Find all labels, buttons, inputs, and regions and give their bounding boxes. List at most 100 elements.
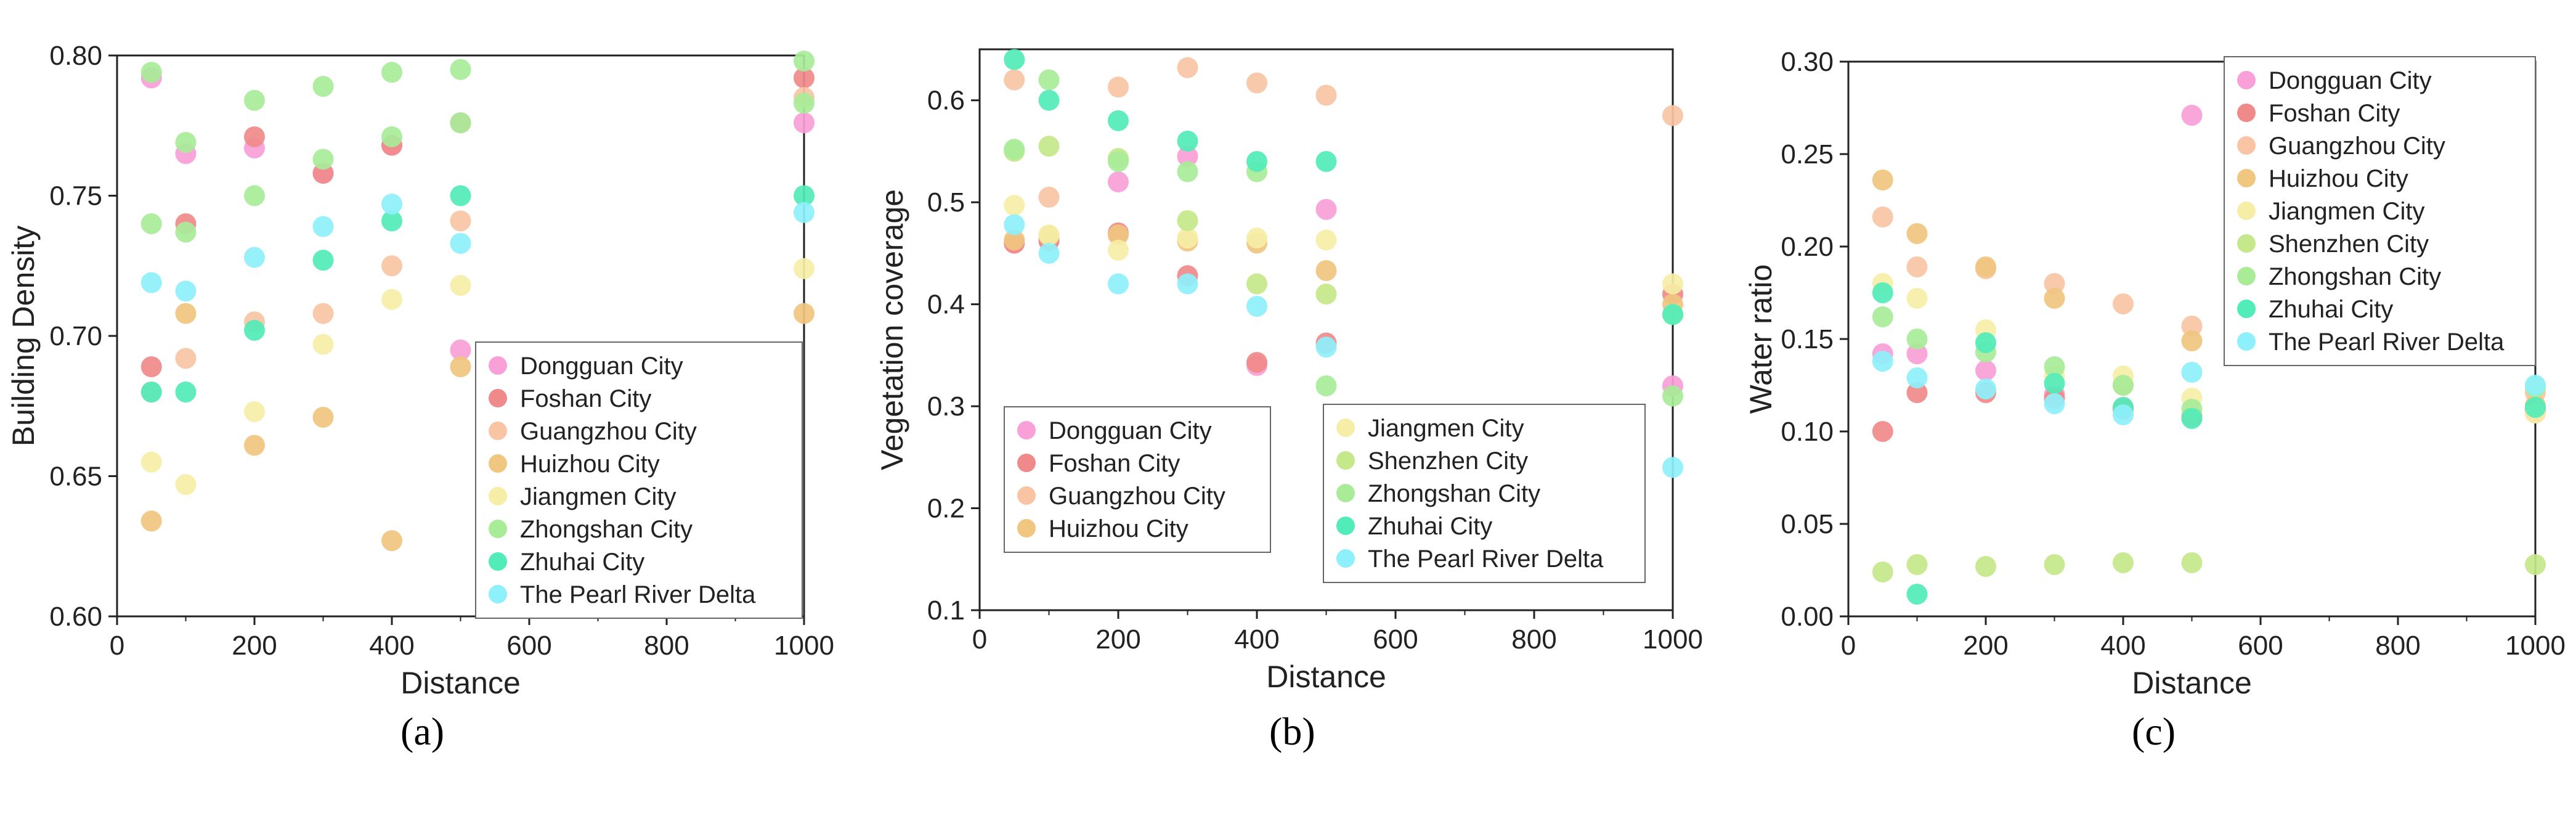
legend: Dongguan City Foshan City Guangzhou City Hu…	[1004, 404, 1646, 583]
legend-label: The Pearl River Delta	[520, 581, 756, 608]
data-point	[1906, 343, 1928, 364]
y-tick-label: 0.4	[927, 290, 965, 320]
data-point	[1108, 224, 1129, 246]
x-tick-label: 600	[2238, 631, 2283, 661]
data-point	[1906, 329, 1928, 349]
data-point	[794, 112, 815, 134]
x-tick-label: 800	[2375, 631, 2420, 661]
legend-marker	[2237, 267, 2256, 285]
x-tick-label: 400	[369, 631, 414, 661]
data-point	[312, 333, 334, 355]
data-point	[450, 59, 471, 80]
x-tick-label: 0	[1841, 631, 1856, 661]
data-point	[312, 216, 334, 237]
data-point	[244, 89, 265, 111]
data-point	[140, 213, 162, 234]
caption-a: (a)	[400, 709, 444, 754]
data-point	[2525, 375, 2546, 396]
data-point	[381, 62, 402, 83]
data-point	[140, 356, 162, 378]
series-guangzhou-city	[1004, 57, 1683, 208]
data-point	[1108, 171, 1129, 193]
legend-marker	[2237, 332, 2256, 351]
legend-marker	[1336, 419, 1355, 437]
data-point	[1315, 284, 1337, 305]
legend-label: Zhuhai City	[2269, 296, 2393, 323]
data-point	[1177, 161, 1198, 182]
x-tick-label: 800	[1511, 624, 1556, 655]
legend-label: Huizhou City	[520, 451, 660, 478]
data-point	[1872, 421, 1893, 442]
data-point	[2525, 397, 2546, 418]
legend-label: Zhongshan City	[2269, 263, 2441, 290]
legend: Dongguan City Foshan City Guangzhou City Hu…	[2224, 56, 2536, 366]
data-point	[1004, 49, 1025, 70]
legend-label: The Pearl River Delta	[2269, 329, 2505, 356]
data-point	[1004, 229, 1025, 251]
y-tick-label: 0.25	[1781, 139, 1834, 170]
data-point	[244, 185, 265, 206]
caption-b-text: (b)	[1269, 709, 1315, 753]
legend-label: Dongguan City	[1049, 417, 1212, 444]
data-point	[312, 76, 334, 97]
y-tick-label: 0.65	[49, 462, 102, 492]
data-point	[175, 474, 197, 496]
x-axis-label: Distance	[400, 666, 521, 700]
data-point	[1108, 151, 1129, 172]
data-point	[312, 250, 334, 271]
data-point	[450, 339, 471, 361]
data-point	[450, 185, 471, 206]
data-point	[175, 280, 197, 302]
chart-c: 0 200 400 600 800 1000 0.00 0.05 0.10 0.15 0.20 0.2…	[1744, 47, 2566, 700]
legend-marker	[2237, 136, 2256, 155]
data-point	[1906, 584, 1928, 605]
series-zhongshan-city	[1004, 69, 1683, 407]
legend-marker	[2237, 169, 2256, 187]
series-huizhou-city	[1004, 224, 1683, 315]
data-point	[1872, 206, 1893, 227]
data-point	[1315, 260, 1337, 282]
y-tick-label: 0.2	[927, 494, 965, 524]
data-point	[1004, 69, 1025, 91]
data-point	[1975, 360, 1996, 381]
data-point	[1177, 273, 1198, 295]
data-point	[1038, 136, 1060, 157]
data-point	[1004, 195, 1025, 216]
legend-marker	[1017, 421, 1036, 439]
data-point	[450, 112, 471, 134]
data-point	[2113, 293, 2134, 314]
data-point	[1662, 273, 1683, 295]
legend-label: Guangzhou City	[1049, 483, 1225, 510]
y-tick-label: 0.30	[1781, 47, 1834, 77]
data-point	[1246, 351, 1267, 373]
legend-marker	[489, 389, 507, 407]
data-point	[794, 185, 815, 206]
x-tick-label: 600	[1373, 624, 1418, 655]
data-point	[1246, 151, 1267, 172]
data-point	[312, 303, 334, 324]
data-point	[1177, 57, 1198, 78]
data-point	[2181, 105, 2203, 126]
legend-label: Huizhou City	[2269, 165, 2408, 192]
legend-label: Dongguan City	[2269, 67, 2432, 94]
x-tick-label: 200	[1963, 631, 2008, 661]
caption-b: (b)	[1269, 709, 1315, 754]
legend-label: Zhongshan City	[520, 516, 693, 543]
series-zhuhai-city	[1004, 49, 1683, 325]
y-tick-label: 0.5	[927, 187, 965, 218]
data-point	[244, 247, 265, 268]
data-point	[1872, 306, 1893, 327]
legend-label: Foshan City	[2269, 100, 2400, 127]
x-tick-label: 1000	[774, 631, 834, 661]
y-tick-label: 0.15	[1781, 324, 1834, 354]
data-point	[1975, 332, 1996, 353]
x-axis-label: Distance	[1266, 660, 1386, 694]
data-point	[1906, 288, 1928, 309]
data-point	[1315, 375, 1337, 396]
data-point	[1246, 295, 1267, 317]
legend-marker	[1336, 517, 1355, 535]
legend-label: Jiangmen City	[1368, 415, 1524, 442]
data-point	[175, 382, 197, 402]
legend: Dongguan City Foshan City Guangzhou City Hu…	[475, 341, 803, 619]
